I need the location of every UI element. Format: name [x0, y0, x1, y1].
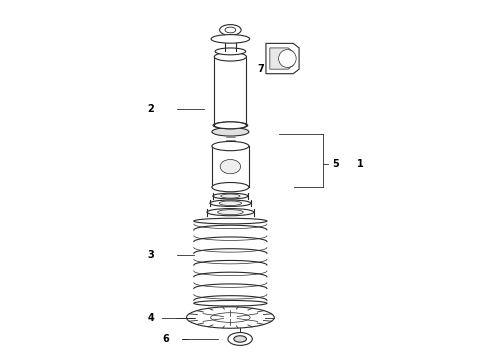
- Bar: [210, 200, 251, 206]
- Bar: [224, 39, 236, 51]
- Text: 6: 6: [162, 334, 169, 344]
- Ellipse shape: [214, 53, 246, 61]
- Bar: [213, 193, 248, 199]
- Ellipse shape: [214, 122, 246, 129]
- Ellipse shape: [219, 201, 242, 206]
- Ellipse shape: [215, 48, 245, 55]
- Text: 7: 7: [257, 64, 264, 74]
- Ellipse shape: [279, 50, 296, 67]
- Bar: [207, 208, 254, 216]
- Ellipse shape: [212, 183, 249, 192]
- Ellipse shape: [212, 141, 249, 151]
- Ellipse shape: [213, 193, 248, 199]
- Ellipse shape: [210, 200, 251, 206]
- Ellipse shape: [194, 301, 267, 306]
- Ellipse shape: [194, 218, 267, 224]
- Ellipse shape: [213, 122, 248, 129]
- Ellipse shape: [212, 127, 249, 136]
- Ellipse shape: [218, 210, 243, 215]
- Text: —: —: [182, 336, 189, 342]
- Ellipse shape: [220, 194, 240, 198]
- Ellipse shape: [220, 24, 241, 35]
- Text: 1: 1: [357, 159, 364, 169]
- Text: 4: 4: [147, 312, 154, 323]
- Ellipse shape: [225, 27, 236, 33]
- Polygon shape: [266, 43, 299, 74]
- Ellipse shape: [211, 313, 250, 322]
- Ellipse shape: [187, 307, 274, 328]
- Ellipse shape: [234, 336, 246, 342]
- Polygon shape: [270, 48, 293, 69]
- Text: 2: 2: [147, 104, 154, 113]
- Text: 3: 3: [147, 250, 154, 260]
- Ellipse shape: [228, 333, 252, 345]
- Ellipse shape: [220, 159, 241, 174]
- Ellipse shape: [207, 208, 254, 216]
- Text: 5: 5: [333, 159, 340, 169]
- Ellipse shape: [211, 35, 250, 43]
- Bar: [214, 57, 246, 125]
- Bar: [212, 146, 249, 187]
